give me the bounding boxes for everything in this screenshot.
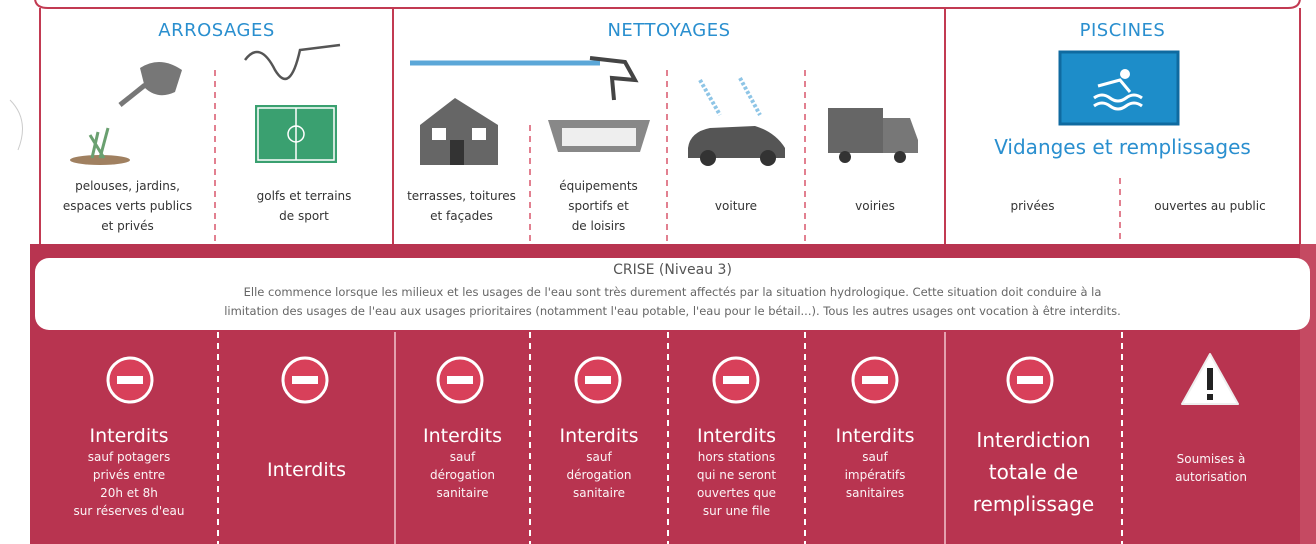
rule-detail: impératifs	[845, 466, 906, 484]
use-label-line: golfs et terrains	[215, 186, 393, 206]
rule-detail: dérogation	[567, 466, 632, 484]
rule-detail: 20h et 8h	[100, 484, 158, 502]
rule-detail: dérogation	[430, 466, 495, 484]
section-subtitle: Vidanges et remplissages	[945, 135, 1300, 159]
crise-title: CRISE (Niveau 3)	[35, 262, 1310, 278]
use-label-line: privées	[945, 196, 1120, 216]
rule-headline: remplissage	[973, 488, 1094, 520]
section-title: ARROSAGES	[40, 20, 393, 41]
section-title: PISCINES	[945, 20, 1300, 41]
use-label: voiries	[805, 168, 945, 244]
rule-column: Interdits	[218, 458, 395, 482]
use-label-line: de loisirs	[530, 216, 667, 236]
rule-headline: totale de	[989, 456, 1078, 488]
use-label: ouvertes au public	[1120, 168, 1300, 244]
use-label: voiture	[667, 168, 805, 244]
rule-detail: qui ne seront	[697, 466, 776, 484]
rule-detail: sur une file	[703, 502, 770, 520]
rule-detail: sauf	[862, 448, 887, 466]
use-label-line: espaces verts publics	[40, 196, 215, 216]
use-label-line: voiries	[805, 196, 945, 216]
rule-detail: sanitaires	[846, 484, 904, 502]
rule-detail: sauf potagers	[88, 448, 170, 466]
use-label-line: et privés	[40, 216, 215, 236]
rule-detail: sauf	[450, 448, 475, 466]
crise-text: limitation des usages de l'eau aux usage…	[35, 302, 1310, 321]
rule-headline: Interdits	[90, 424, 169, 448]
rule-headline: Interdits	[267, 458, 346, 482]
rule-detail: hors stations	[698, 448, 776, 466]
rule-headline: Interdits	[560, 424, 639, 448]
crise-text: Elle commence lorsque les milieux et les…	[35, 283, 1310, 302]
rule-detail: sur réserves d'eau	[73, 502, 184, 520]
rule-detail: ouvertes que	[697, 484, 776, 502]
rule-detail: privés entre	[93, 466, 165, 484]
use-label-line: voiture	[667, 196, 805, 216]
rule-headline: Interdits	[423, 424, 502, 448]
use-label-line: pelouses, jardins,	[40, 176, 215, 196]
rule-headline: Interdiction	[976, 424, 1090, 456]
rule-detail: sanitaire	[573, 484, 625, 502]
use-label-line: équipements	[530, 176, 667, 196]
rule-headline: Interdits	[697, 424, 776, 448]
use-label: privées	[945, 168, 1120, 244]
rule-detail: sanitaire	[437, 484, 489, 502]
use-label-line: de sport	[215, 206, 393, 226]
page: {"sections": [ {"title": "ARROSAGES"}, {…	[0, 0, 1316, 544]
section-title: NETTOYAGES	[393, 20, 945, 41]
rule-detail: autorisation	[1175, 468, 1247, 486]
rule-detail: sauf	[586, 448, 611, 466]
use-label-line: terrasses, toitures	[393, 186, 530, 206]
rule-detail: Soumises à	[1177, 450, 1246, 468]
rule-headline: Interdits	[836, 424, 915, 448]
use-label-line: sportifs et	[530, 196, 667, 216]
use-label-line: ouvertes au public	[1120, 196, 1300, 216]
use-label-line: et façades	[393, 206, 530, 226]
